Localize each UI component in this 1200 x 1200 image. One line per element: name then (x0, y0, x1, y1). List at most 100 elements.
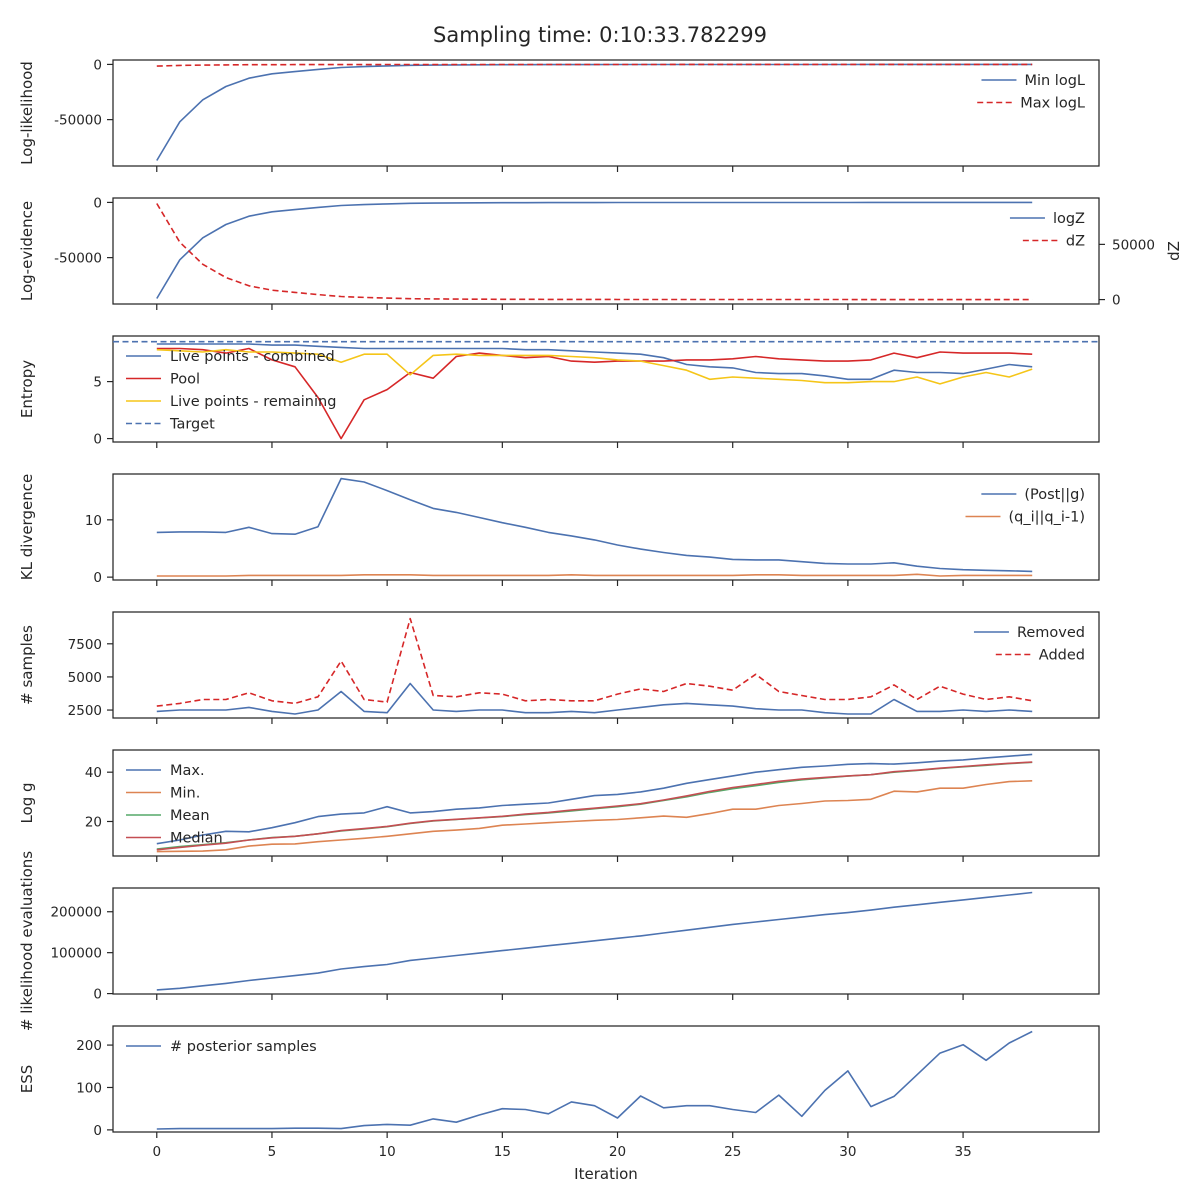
data-layer (113, 340, 1099, 440)
y-tick-label: 2500 (68, 703, 102, 719)
series-line-max-logl (156, 63, 1033, 67)
y-axis-label: # likelihood evaluations (18, 851, 36, 1031)
y-tick-label: 5 (93, 375, 102, 391)
x-tick-label: 25 (724, 1144, 741, 1160)
panel-2: 0 -50000 0 50000 dZ Log-evidence logZ dZ (18, 195, 1183, 310)
series-line-min-logl (156, 63, 1033, 161)
series-line-removed (156, 682, 1033, 715)
y-tick-label: 0 (93, 57, 102, 73)
y-tick-label: 100 (76, 1080, 102, 1096)
legend-label: Max. (170, 763, 205, 779)
y-tick-label: -50000 (54, 251, 102, 267)
y2-tick-label: 0 (1112, 293, 1121, 309)
data-layer (156, 617, 1033, 715)
y-tick-label: 200000 (50, 905, 102, 921)
series-line-dz (156, 203, 1033, 301)
plot-frame (112, 335, 1100, 443)
y2-axis-label: dZ (1165, 241, 1183, 261)
legend: Removed Added (973, 625, 1085, 664)
y-axis-label: KL divergence (18, 474, 36, 580)
legend-label: Min. (170, 786, 200, 802)
x-tick-label: 5 (268, 1144, 277, 1160)
data-layer (156, 201, 1033, 301)
x-tick-label: 30 (839, 1144, 856, 1160)
legend: Min logL Max logL (977, 73, 1085, 112)
legend-label: Mean (170, 808, 210, 824)
y-tick-label: 0 (93, 570, 102, 586)
legend-label: Added (1039, 648, 1085, 664)
legend-label: dZ (1066, 234, 1085, 250)
panel-5: 2500 5000 7500 # samples Removed Added (18, 611, 1100, 724)
y-tick-label: 20 (85, 814, 102, 830)
series-line-min- (156, 780, 1033, 853)
data-layer (156, 1030, 1033, 1130)
legend-label: Median (170, 831, 223, 847)
x-tick-label: 10 (379, 1144, 396, 1160)
y-tick-label: 7500 (68, 637, 102, 653)
series-line-max- (156, 753, 1033, 845)
y-tick-label: 0 (93, 987, 102, 1003)
y-tick-label: 5000 (68, 670, 102, 686)
plot-frame (112, 473, 1100, 581)
legend-label: (Post||g) (1024, 487, 1085, 503)
data-layer (156, 477, 1033, 577)
y-tick-label: -50000 (54, 113, 102, 129)
panel-1: 0 -50000 Log-likelihood Min logL Max logL (18, 57, 1100, 172)
series-line--post-g- (156, 477, 1033, 573)
legend: logZ dZ (1009, 211, 1085, 250)
panel-4: 0 10 KL divergence (Post||g) (q_i||q_i-1) (18, 473, 1100, 586)
legend: (Post||g) (q_i||q_i-1) (965, 487, 1085, 526)
x-tick-label: 15 (494, 1144, 511, 1160)
legend: # posterior samples (126, 1039, 317, 1055)
series-line--posterior-samples (156, 1030, 1033, 1130)
y-tick-label: 0 (93, 1123, 102, 1139)
legend-label: Target (169, 417, 215, 433)
y-tick-label: 200 (76, 1038, 102, 1054)
plot-frame (112, 197, 1100, 305)
data-layer (156, 63, 1033, 161)
panel-8: 0 100 200 0 5 10 15 20 25 30 35 ESS # posterior samp… (18, 1025, 1100, 1160)
x-tick-label: 35 (954, 1144, 971, 1160)
series-line-live-points-combined (156, 343, 1033, 381)
figure-title: Sampling time: 0:10:33.782299 (433, 23, 767, 47)
y-tick-label: 100000 (50, 946, 102, 962)
series-line-median (156, 761, 1033, 851)
y-axis-label: Entropy (18, 360, 36, 418)
legend-label: Pool (170, 372, 200, 388)
legend-label: logZ (1053, 211, 1085, 227)
plot-frame (112, 611, 1100, 719)
x-axis-label: Iteration (574, 1165, 638, 1183)
legend: Max. Min. Mean Median (126, 763, 223, 847)
series-line-added (156, 617, 1033, 707)
legend-label: Max logL (1020, 96, 1085, 112)
plot-frame (112, 59, 1100, 167)
y-axis-label: Log-likelihood (18, 61, 36, 165)
legend: Live points - combined Pool Live points - … (126, 349, 336, 433)
plot-frame (112, 887, 1100, 995)
y-axis-label: Log g (18, 782, 36, 823)
legend-label: Live points - combined (170, 349, 335, 365)
series-line-main (156, 891, 1033, 991)
plot-frame (112, 1025, 1100, 1133)
series-line--q-i-q-i-1- (156, 573, 1033, 577)
y-tick-label: 10 (85, 513, 102, 529)
panel-7: 0 100000 200000 # likelihood evaluations (18, 851, 1100, 1031)
data-layer (156, 891, 1033, 991)
legend-label: Live points - remaining (170, 394, 336, 410)
y-axis-label: Log-evidence (18, 201, 36, 301)
series-line-pool (156, 347, 1033, 440)
series-line-logz (156, 201, 1033, 299)
plot-frame (112, 749, 1100, 857)
y-tick-label: 40 (85, 765, 102, 781)
x-tick-label: 20 (609, 1144, 626, 1160)
y-tick-label: 0 (93, 195, 102, 211)
data-layer (156, 753, 1033, 853)
legend-label: (q_i||q_i-1) (1008, 510, 1085, 526)
legend-label: Removed (1017, 625, 1085, 641)
y2-tick-label: 50000 (1112, 237, 1155, 253)
legend-label: # posterior samples (170, 1039, 317, 1055)
series-line-live-points-remaining (156, 348, 1033, 385)
y-axis-label: # samples (18, 625, 36, 705)
legend-label: Min logL (1024, 73, 1085, 89)
panel-6: 20 40 Log g Max. Min. Mean Median (18, 749, 1100, 862)
